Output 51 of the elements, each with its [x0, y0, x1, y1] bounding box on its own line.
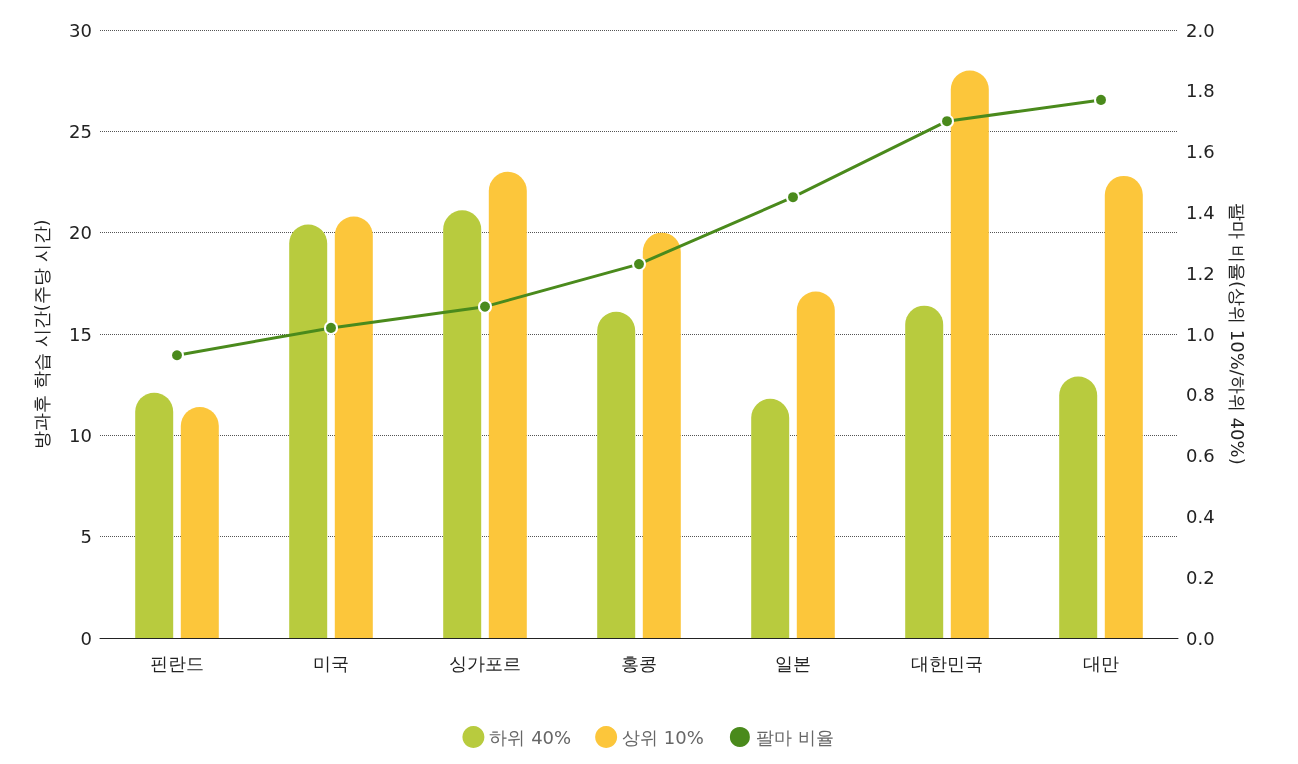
- bar: [1104, 175, 1143, 638]
- bar: [135, 392, 174, 638]
- x-tick-label: 대만: [1083, 652, 1119, 674]
- point: [1094, 92, 1108, 107]
- x-tick-label: 홍콩: [621, 652, 657, 674]
- y-tick-label: 15: [69, 323, 92, 345]
- y2-tick-label: 0.6: [1186, 445, 1215, 467]
- y2-tick-label: 1.2: [1186, 262, 1215, 284]
- legend-label: 상위 10%: [622, 726, 704, 748]
- y2-tick-label: 0.4: [1186, 505, 1215, 527]
- bar: [1059, 376, 1098, 638]
- bar: [905, 305, 944, 638]
- y2-tick-label: 1.6: [1186, 141, 1215, 163]
- y2-tick-label: 1.0: [1186, 323, 1215, 345]
- point: [170, 348, 184, 363]
- bar: [289, 224, 328, 638]
- y-axis-title: 방과후 학습 시간(주당 시간): [30, 219, 52, 449]
- y-tick-label: 0: [80, 627, 92, 649]
- bar: [180, 406, 219, 638]
- point: [324, 320, 338, 335]
- y-tick-label: 20: [69, 222, 92, 244]
- y-tick-label: 5: [80, 526, 92, 548]
- x-tick-label: 일본: [775, 652, 811, 674]
- point: [786, 190, 800, 205]
- y2-tick-label: 1.4: [1186, 201, 1215, 223]
- bar: [950, 70, 989, 638]
- y-tick-label: 25: [69, 120, 92, 142]
- x-tick-label: 대한민국: [911, 652, 983, 674]
- x-tick-label: 미국: [313, 652, 349, 674]
- y-tick-label: 10: [69, 424, 92, 446]
- x-tick-label: 핀란드: [150, 652, 204, 674]
- y2-tick-label: 2.0: [1186, 19, 1215, 41]
- y2-tick-label: 1.8: [1186, 80, 1215, 102]
- bar: [751, 398, 790, 638]
- bar: [597, 311, 636, 638]
- point: [632, 257, 646, 272]
- point: [478, 299, 492, 314]
- y2-tick-label: 0.8: [1186, 384, 1215, 406]
- bar: [796, 291, 835, 638]
- x-tick-label: 싱가포르: [449, 652, 521, 674]
- y2-tick-label: 0.0: [1186, 627, 1215, 649]
- bar: [334, 216, 373, 638]
- bar: [443, 210, 482, 638]
- y2-axis-title: 팔마 비율(상위 10%/하위 40%): [1226, 203, 1248, 465]
- bar: [488, 171, 527, 638]
- y2-tick-label: 0.2: [1186, 566, 1215, 588]
- bar: [642, 232, 681, 638]
- legend-label: 하위 40%: [489, 726, 572, 748]
- y-tick-label: 30: [69, 19, 92, 41]
- point: [940, 114, 954, 129]
- legend-label: 팔마 비율: [755, 726, 834, 748]
